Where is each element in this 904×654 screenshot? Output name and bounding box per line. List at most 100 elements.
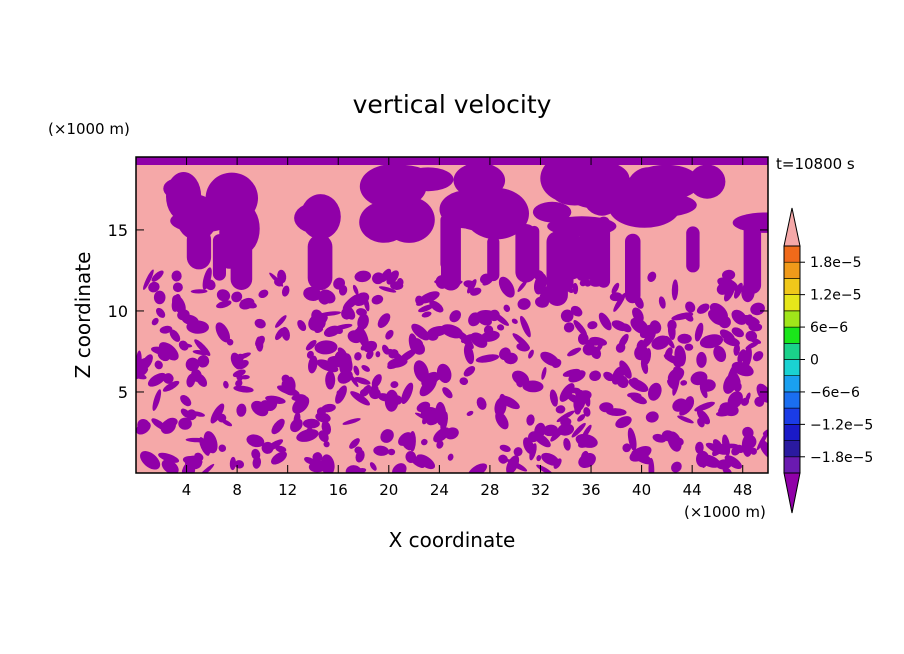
field-cell-lower xyxy=(599,402,614,413)
field-cell-lower xyxy=(577,414,586,422)
field-cell-lower xyxy=(310,315,328,330)
field-cell-lower xyxy=(483,325,494,335)
field-cell-lower xyxy=(371,374,382,388)
field-cell-lower xyxy=(556,410,575,423)
field-cell-lower xyxy=(447,453,454,461)
field-cell-lower xyxy=(672,372,680,396)
field-cell-lower xyxy=(563,322,575,333)
field-cell-lower xyxy=(676,437,684,446)
x-tick-label: 32 xyxy=(531,481,550,499)
field-cell-lower xyxy=(745,330,758,342)
field-cell-lower xyxy=(559,383,575,402)
field-cell-lower xyxy=(576,390,592,402)
colorbar-under-arrow xyxy=(783,472,801,514)
field-cell-lower xyxy=(352,327,363,341)
field-cell-lower xyxy=(712,444,724,457)
field-cell-lower xyxy=(724,455,742,470)
field-cell-lower xyxy=(190,289,208,294)
field-cell-lower xyxy=(506,459,528,472)
field-cell-lower xyxy=(733,282,743,299)
field-cell-lower xyxy=(649,320,662,334)
field-cell-lower xyxy=(440,324,464,339)
field-cell-lower xyxy=(366,350,374,360)
field-cell-lower xyxy=(699,334,724,349)
field-cell-lower xyxy=(302,418,320,429)
field-cell-lower xyxy=(632,307,644,323)
field-cell-lower xyxy=(152,389,162,411)
field-cell-lower xyxy=(497,324,505,331)
field-cell-lower xyxy=(741,435,753,457)
x-tick-label: 44 xyxy=(683,481,702,499)
field-cell-lower xyxy=(475,354,500,363)
field-cell-lower xyxy=(468,463,488,473)
field-cell-lower xyxy=(570,305,583,317)
field-cell-lower xyxy=(680,380,688,386)
field-cell-lower xyxy=(229,456,237,471)
x-tick-label: 48 xyxy=(733,481,752,499)
field-cell-lower xyxy=(620,323,632,333)
field-cell-lower xyxy=(409,455,425,468)
field-cell-lower xyxy=(305,339,317,351)
field-cell-lower xyxy=(151,317,159,326)
field-cell-lower xyxy=(563,437,571,451)
field-cell-lower xyxy=(377,393,391,402)
field-cell-lower xyxy=(319,311,342,317)
field-cell-lower xyxy=(216,300,232,309)
y-tick-label: 5 xyxy=(118,383,128,402)
field-cell-lower xyxy=(233,385,254,393)
field-plume xyxy=(186,227,212,270)
field-cell-lower xyxy=(723,283,736,302)
field-cell-lower xyxy=(568,370,586,383)
colorbar-band xyxy=(783,261,801,279)
field-cell-lower xyxy=(275,445,287,453)
field-cell-lower xyxy=(731,309,747,325)
field-cell-lower xyxy=(513,447,523,457)
colorbar-band xyxy=(783,278,801,295)
field-cell-lower xyxy=(240,299,257,309)
field-cell-lower xyxy=(702,456,710,468)
field-cell-lower xyxy=(440,411,448,432)
field-cell-lower xyxy=(186,373,196,388)
field-plume xyxy=(487,236,500,282)
field-cell-lower xyxy=(194,339,211,356)
field-cell-lower xyxy=(733,343,740,356)
field-cell-lower xyxy=(723,372,738,394)
field-cell-lower xyxy=(647,271,657,282)
field-cell-lower xyxy=(696,351,707,368)
field-cell-lower xyxy=(684,343,694,351)
field-cell-lower xyxy=(156,307,166,318)
field-cell-lower xyxy=(667,319,677,331)
field-cell-lower xyxy=(629,445,652,462)
field-cell-lower xyxy=(526,414,535,426)
field-cell-lower xyxy=(673,366,679,376)
field-cell-lower xyxy=(354,377,371,385)
field-cell-lower xyxy=(186,409,197,421)
field-cell-lower xyxy=(522,380,544,393)
x-tick-label: 40 xyxy=(632,481,651,499)
field-plume xyxy=(441,215,461,291)
field-cell-lower xyxy=(498,454,508,464)
y-unit-label: (×1000 m) xyxy=(48,120,130,138)
field-cell-lower xyxy=(598,312,612,331)
field-cell-lower xyxy=(401,438,414,451)
field-cell-lower xyxy=(345,465,362,473)
field-cell-lower xyxy=(528,349,534,359)
field-cell-lower xyxy=(532,432,551,448)
field-cell-lower xyxy=(583,279,592,287)
colorbar-label: −6e−6 xyxy=(810,385,860,401)
field-cell-lower xyxy=(195,373,208,387)
field-cell-lower xyxy=(664,347,673,360)
field-cell-lower xyxy=(429,300,444,313)
field-cell-lower xyxy=(694,401,715,412)
field-cell-lower xyxy=(699,379,716,392)
field-cell-lower xyxy=(420,438,428,446)
field-cell-lower xyxy=(172,282,183,293)
field-cell-lower xyxy=(240,374,250,380)
plot-field xyxy=(136,157,768,473)
field-cell-lower xyxy=(271,451,287,465)
field-cell-lower xyxy=(541,366,547,380)
field-cell-lower xyxy=(316,359,339,373)
field-cell-lower xyxy=(581,424,592,439)
colorbar-band xyxy=(783,342,801,360)
field-cell-lower xyxy=(342,418,361,425)
